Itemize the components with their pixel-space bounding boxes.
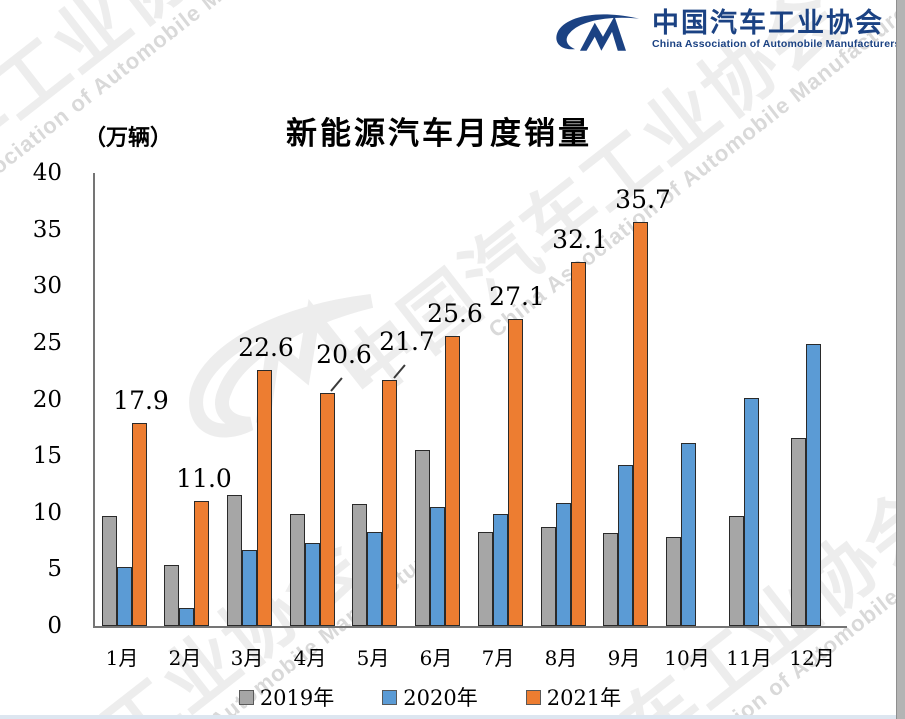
bar-2020年-2月 (179, 608, 194, 626)
x-tick-label-8月: 8月 (544, 646, 578, 670)
bar-2019年-9月 (603, 533, 618, 626)
bar-2021年-8月 (571, 262, 586, 626)
y-tick-label-30: 30 (32, 273, 62, 299)
x-tick-label-9月: 9月 (607, 646, 641, 670)
bar-2021年-7月 (508, 319, 523, 626)
bar-2019年-4月 (290, 514, 305, 626)
legend-swatch-icon (525, 689, 541, 705)
legend-label: 2020年 (403, 686, 478, 710)
legend-item-2019年: 2019年 (238, 682, 335, 712)
x-tick-label-6月: 6月 (419, 646, 453, 670)
y-tick-label-20: 20 (32, 387, 62, 413)
bar-2021年-6月 (445, 336, 460, 626)
bar-2019年-12月 (791, 438, 806, 626)
y-tick-label-35: 35 (32, 217, 62, 243)
y-tick-label-25: 25 (32, 330, 62, 356)
data-label-2021年-9月: 35.7 (615, 185, 671, 214)
bar-2021年-1月 (132, 423, 147, 626)
bar-2020年-11月 (744, 398, 759, 626)
bar-2021年-4月 (320, 393, 335, 626)
data-label-2021年-2月: 11.0 (176, 464, 232, 493)
bar-2021年-3月 (257, 370, 272, 626)
legend-swatch-icon (382, 689, 398, 705)
y-tick-label-10: 10 (32, 500, 62, 526)
caam-logo: 中国汽车工业协会 China Association of Automobile… (548, 8, 901, 54)
x-tick-label-11月: 11月 (726, 646, 772, 670)
legend-swatch-icon (238, 689, 254, 705)
bar-2019年-5月 (352, 504, 367, 626)
bar-2020年-6月 (430, 507, 445, 626)
data-label-2021年-3月: 22.6 (238, 333, 294, 362)
bar-2021年-2月 (194, 501, 209, 626)
bar-2019年-3月 (227, 495, 242, 626)
org-name-zh: 中国汽车工业协会 (652, 8, 884, 38)
x-tick-label-3月: 3月 (230, 646, 264, 670)
bar-2020年-10月 (681, 443, 696, 626)
window-bottom-edge (0, 715, 896, 719)
x-tick-label-5月: 5月 (356, 646, 390, 670)
caam-cm-logo-icon (556, 14, 640, 51)
bar-2019年-8月 (541, 527, 556, 626)
data-label-leader-line (330, 377, 343, 392)
bar-2021年-5月 (382, 380, 397, 626)
bar-2019年-2月 (164, 565, 179, 626)
bar-2019年-11月 (729, 516, 744, 626)
caam-logo-text: 中国汽车工业协会 China Association of Automobile… (652, 8, 901, 51)
x-tick-label-2月: 2月 (168, 646, 202, 670)
bar-2020年-4月 (305, 543, 320, 626)
bar-2020年-3月 (242, 550, 257, 626)
bar-2020年-7月 (493, 514, 508, 626)
legend-item-2020年: 2020年 (382, 682, 478, 712)
bar-2020年-8月 (556, 503, 571, 626)
data-label-2021年-6月: 25.6 (427, 299, 483, 328)
chart-title: 新能源汽车月度销量 (286, 116, 592, 152)
bar-2019年-1月 (102, 516, 117, 626)
x-tick-label-4月: 4月 (293, 646, 327, 670)
legend-label: 2021年 (546, 686, 622, 710)
bar-2021年-9月 (633, 222, 648, 626)
x-tick-label-1月: 1月 (105, 646, 139, 670)
data-label-2021年-4月: 20.6 (316, 340, 372, 369)
bar-2020年-9月 (618, 465, 633, 626)
data-label-2021年-7月: 27.1 (489, 282, 545, 311)
x-tick-label-12月: 12月 (789, 646, 835, 670)
data-label-leader-line (393, 364, 406, 379)
plot-area: 17.9 11.0 22.6 20.6 21.7 25.6 27.1 32.1 35.7 (93, 173, 847, 628)
scrollbar[interactable] (896, 0, 905, 719)
bar-2019年-10月 (666, 537, 681, 626)
bar-2019年-7月 (478, 532, 493, 626)
y-tick-label-15: 15 (32, 443, 62, 469)
x-tick-label-10月: 10月 (664, 646, 710, 670)
data-label-2021年-8月: 32.1 (552, 225, 608, 254)
y-tick-label-5: 5 (47, 556, 62, 582)
bar-2020年-12月 (806, 344, 821, 626)
bar-2019年-6月 (415, 450, 430, 626)
bar-2020年-1月 (117, 567, 132, 626)
chart-legend: 2019年 2020年 2021年 (60, 682, 800, 712)
y-tick-label-0: 0 (47, 613, 62, 639)
y-tick-label-40: 40 (32, 160, 62, 186)
x-tick-label-7月: 7月 (481, 646, 515, 670)
legend-label: 2019年 (259, 686, 335, 710)
bar-2020年-5月 (367, 532, 382, 626)
y-axis-unit-label: （万辆） (84, 125, 173, 151)
data-label-2021年-5月: 21.7 (379, 327, 435, 356)
data-label-2021年-1月: 17.9 (113, 386, 169, 415)
legend-item-2021年: 2021年 (525, 682, 622, 712)
org-name-en: China Association of Automobile Manufact… (652, 38, 901, 50)
